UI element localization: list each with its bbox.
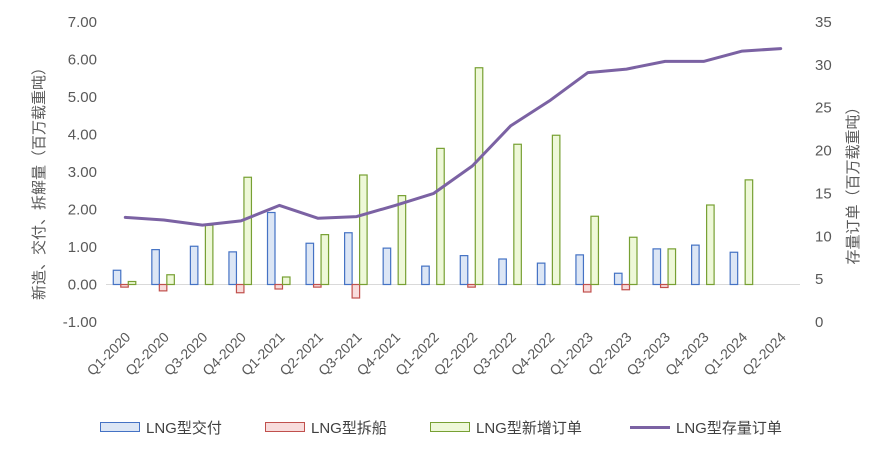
legend-label-demolition: LNG型拆船	[311, 419, 387, 437]
right-axis-tick-label: 10	[815, 228, 832, 245]
right-axis-tick-label: 0	[815, 314, 823, 331]
left-axis-tick-label: 1.00	[68, 239, 97, 256]
bar-new-orders	[397, 195, 407, 286]
bar-new-orders	[436, 147, 445, 286]
bar-delivery	[536, 262, 546, 286]
x-axis-tick-label: Q2-2024	[739, 329, 789, 379]
bar-delivery	[382, 247, 392, 286]
bar-delivery	[691, 244, 700, 286]
bar-new-orders	[243, 176, 253, 286]
bar-demolition	[351, 283, 361, 299]
right-axis-tick-label: 30	[815, 57, 832, 74]
bar-demolition	[120, 283, 129, 288]
left-axis-tick-label: 5.00	[68, 89, 97, 106]
legend-swatch-new-orders	[430, 422, 470, 432]
right-axis-tick-label: 35	[815, 14, 832, 31]
legend-item-orderbook: LNG型存量订单	[630, 412, 782, 442]
bar-demolition	[659, 283, 669, 289]
chart: 新造、交付、拆解量（百万载重吨） 存量订单（百万载重吨） -1.00 0.00 1.…	[30, 14, 862, 379]
bar-delivery	[652, 248, 662, 286]
bar-delivery	[498, 258, 507, 286]
bar-new-orders	[744, 179, 754, 286]
bar-new-orders	[513, 143, 522, 286]
bar-demolition	[467, 283, 476, 288]
bar-new-orders	[628, 236, 638, 286]
bar-new-orders	[204, 224, 214, 286]
left-axis-tick-label: 7.00	[68, 14, 97, 31]
left-axis-title: 新造、交付、拆解量（百万载重吨）	[30, 60, 48, 300]
bar-delivery	[228, 251, 238, 286]
bar-delivery	[575, 254, 585, 286]
legend-swatch-orderbook	[630, 425, 670, 429]
bar-new-orders	[127, 280, 137, 286]
left-axis-tick-label: 0.00	[68, 277, 97, 294]
right-axis-title: 存量订单（百万载重吨）	[845, 99, 862, 264]
line-orderbook	[123, 47, 783, 227]
right-axis-tick-label: 5	[815, 271, 823, 288]
bar-new-orders	[320, 234, 330, 286]
bar-demolition	[621, 283, 631, 291]
legend-swatch-demolition	[265, 422, 305, 432]
legend-item-delivery: LNG型交付	[100, 412, 222, 442]
bar-new-orders	[281, 276, 291, 286]
left-axis-tick-label: 3.00	[68, 164, 97, 181]
bar-delivery	[189, 245, 199, 286]
bar-demolition	[312, 283, 322, 288]
bar-new-orders	[706, 204, 715, 286]
bar-demolition	[235, 283, 245, 294]
legend-label-orderbook: LNG型存量订单	[676, 419, 782, 437]
bar-delivery	[305, 242, 315, 286]
bar-delivery	[151, 249, 160, 286]
bar-delivery	[112, 269, 122, 286]
right-axis-tick-label: 25	[815, 100, 832, 117]
bar-new-orders	[590, 215, 600, 286]
bar-delivery	[459, 255, 469, 286]
legend: LNG型交付 LNG型拆船 LNG型新增订单 LNG型存量订单	[0, 412, 892, 442]
left-axis-tick-label: 6.00	[68, 52, 97, 69]
legend-swatch-delivery	[100, 422, 140, 432]
legend-label-new-orders: LNG型新增订单	[476, 419, 582, 437]
bar-new-orders	[551, 134, 561, 286]
bar-demolition	[274, 283, 284, 290]
bar-delivery	[266, 211, 276, 286]
bar-delivery	[421, 265, 430, 286]
bar-new-orders	[667, 248, 677, 286]
legend-item-demolition: LNG型拆船	[265, 412, 387, 442]
left-axis-tick-label: -1.00	[63, 314, 97, 331]
bar-new-orders	[166, 274, 175, 286]
bar-delivery	[344, 232, 353, 286]
bar-demolition	[582, 283, 592, 293]
bar-new-orders	[359, 174, 368, 286]
left-axis-tick-label: 2.00	[68, 202, 97, 219]
right-axis-tick-label: 20	[815, 143, 832, 160]
bar-demolition	[158, 283, 168, 292]
legend-label-delivery: LNG型交付	[146, 419, 222, 437]
bar-delivery	[729, 251, 739, 286]
bar-delivery	[613, 272, 623, 286]
left-axis-tick-label: 4.00	[68, 127, 97, 144]
right-axis-tick-label: 15	[815, 185, 832, 202]
bar-new-orders	[474, 67, 484, 286]
legend-item-new-orders: LNG型新增订单	[430, 412, 582, 442]
